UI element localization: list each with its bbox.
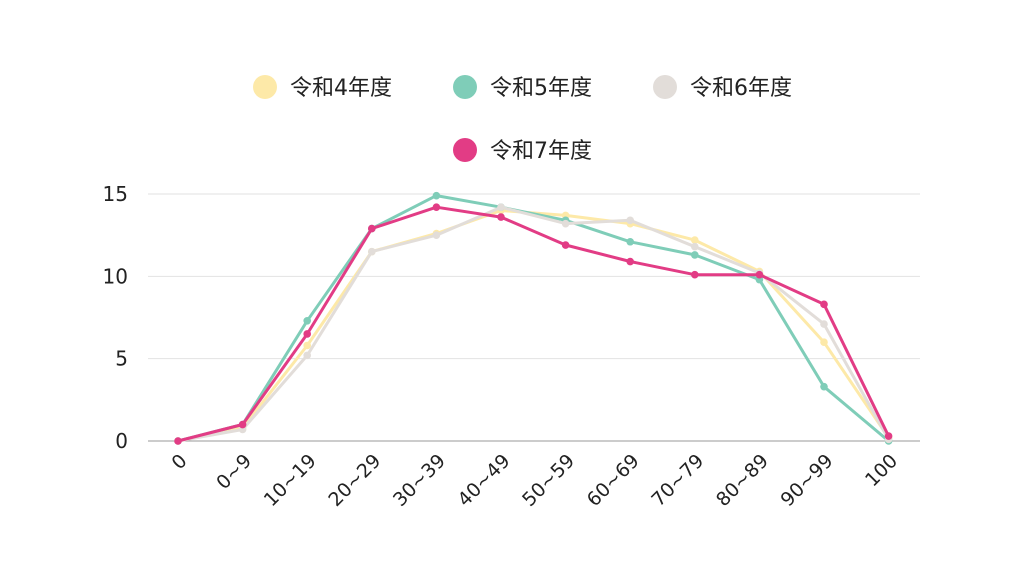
data-point: [626, 257, 634, 266]
y-axis: 0 5 10 15: [103, 182, 128, 453]
legend-label: 令和4年度: [290, 76, 392, 101]
x-tick-label: 30~39: [389, 450, 450, 511]
legend-marker: [653, 75, 677, 99]
data-point: [303, 341, 312, 350]
legend-marker: [253, 75, 277, 99]
data-point: [497, 213, 505, 221]
series-line: [176, 194, 891, 443]
legend-marker: [453, 75, 477, 99]
data-point: [432, 231, 441, 239]
data-point: [691, 251, 699, 259]
data-point: [884, 432, 893, 440]
data-point: [432, 203, 441, 211]
data-point: [755, 270, 764, 279]
data-point: [820, 382, 828, 391]
data-point: [303, 351, 312, 360]
series-line: [176, 205, 891, 443]
data-point: [432, 191, 441, 200]
x-tick-label: 70~79: [647, 450, 708, 511]
y-tick-label: 10: [103, 264, 128, 288]
y-tick-label: 15: [103, 182, 128, 206]
x-tick-label: 80~89: [712, 450, 773, 511]
plot-area: [174, 191, 893, 445]
data-point: [238, 420, 247, 429]
data-point: [303, 330, 312, 338]
legend-label: 令和5年度: [490, 76, 592, 101]
data-point: [691, 236, 699, 244]
data-point: [626, 216, 634, 225]
y-tick-label: 0: [115, 429, 128, 453]
legend-label: 令和6年度: [690, 76, 792, 101]
legend-marker: [453, 138, 477, 162]
legend-label: 令和7年度: [490, 139, 592, 164]
data-point: [691, 270, 699, 279]
x-tick-label: 100: [861, 450, 902, 491]
data-point: [303, 316, 312, 325]
x-tick-label: 40~49: [454, 450, 515, 511]
data-point: [561, 219, 570, 228]
y-tick-label: 5: [115, 347, 128, 371]
data-point: [626, 237, 634, 246]
data-point: [820, 338, 828, 347]
x-tick-label: 10~19: [260, 450, 321, 511]
x-tick-label: 60~69: [583, 450, 644, 511]
legend-item: 令和7年度: [453, 138, 592, 164]
x-tick-label: 0: [167, 450, 191, 474]
data-point: [820, 320, 828, 328]
data-point: [561, 241, 570, 249]
legend-item: 令和6年度: [653, 75, 792, 101]
x-tick-label: 20~29: [324, 450, 385, 511]
data-point: [820, 300, 828, 309]
x-axis: 0 0~9 10~19 20~29 30~39 40~49 50~59 60~69 70~79 8…: [167, 450, 902, 511]
grid: [148, 193, 920, 442]
series-line: [176, 209, 891, 443]
series: [174, 206, 893, 445]
data-point: [497, 203, 505, 211]
x-tick-label: 0~9: [212, 450, 256, 494]
data-point: [368, 247, 376, 256]
x-tick-label: 50~59: [518, 450, 579, 511]
legend-item: 令和5年度: [453, 75, 592, 101]
data-point: [691, 242, 699, 251]
data-point: [368, 224, 376, 233]
series: [174, 203, 893, 445]
data-point: [174, 437, 182, 445]
x-tick-label: 90~99: [777, 450, 838, 511]
legend-item: 令和4年度: [253, 75, 392, 101]
series-line: [176, 205, 891, 443]
